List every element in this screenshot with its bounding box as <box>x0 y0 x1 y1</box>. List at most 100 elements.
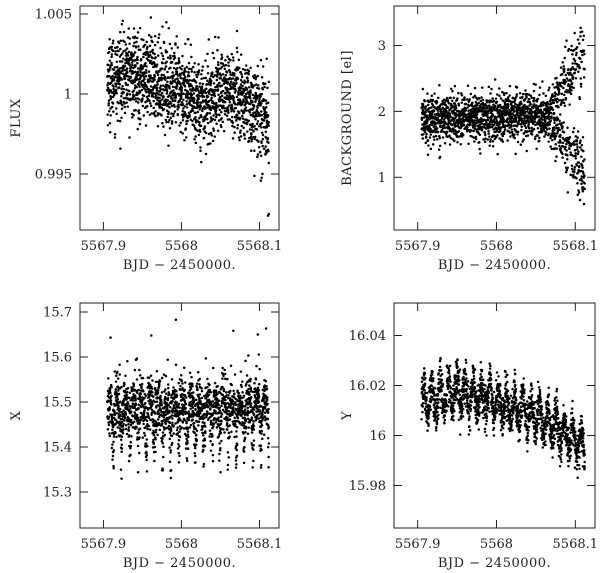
data-point <box>243 68 247 72</box>
data-point <box>154 380 158 383</box>
data-point <box>572 140 576 143</box>
data-point <box>129 410 133 414</box>
data-point <box>219 422 223 425</box>
data-point <box>498 123 501 126</box>
data-point <box>234 116 237 119</box>
data-point <box>562 121 565 124</box>
data-points <box>106 318 271 480</box>
data-point <box>113 410 116 413</box>
data-point <box>184 402 188 406</box>
data-point <box>251 122 254 126</box>
data-point <box>145 71 148 74</box>
data-point <box>213 381 217 385</box>
data-point <box>187 71 190 74</box>
data-point <box>162 95 165 99</box>
data-point <box>145 470 149 473</box>
data-point <box>192 399 196 403</box>
data-point <box>203 439 207 442</box>
data-point <box>166 80 169 84</box>
data-point <box>181 132 184 135</box>
data-point <box>165 92 169 95</box>
data-point <box>202 465 205 468</box>
data-point <box>231 77 235 80</box>
data-point <box>219 104 222 107</box>
data-point <box>582 76 586 79</box>
data-point <box>257 84 260 87</box>
data-point <box>427 144 430 147</box>
data-point <box>230 105 234 108</box>
data-point <box>141 376 145 380</box>
data-point <box>136 31 140 34</box>
data-point <box>487 85 491 89</box>
data-point <box>201 434 205 437</box>
data-point <box>203 444 207 448</box>
data-point <box>559 146 562 150</box>
data-point <box>580 164 584 167</box>
data-point <box>543 135 546 138</box>
data-point <box>178 406 181 409</box>
data-point <box>243 133 246 137</box>
data-point <box>538 93 541 97</box>
data-point <box>244 106 248 109</box>
data-point <box>161 442 164 445</box>
data-point <box>233 72 236 75</box>
data-point <box>135 85 138 89</box>
data-point <box>241 114 244 118</box>
data-point <box>225 421 229 425</box>
data-point <box>446 130 449 134</box>
data-point <box>109 399 113 402</box>
data-point <box>583 182 586 185</box>
data-point <box>179 373 183 377</box>
data-point <box>185 106 189 109</box>
data-point <box>108 50 111 54</box>
data-point <box>160 52 163 55</box>
data-point <box>167 403 170 407</box>
data-point <box>125 88 128 91</box>
data-point <box>575 164 579 167</box>
data-point <box>117 49 120 53</box>
data-point <box>171 399 174 403</box>
data-point <box>239 53 243 56</box>
data-point <box>208 388 212 392</box>
data-point <box>163 433 167 437</box>
data-point <box>175 62 178 65</box>
data-point <box>110 403 113 406</box>
data-point <box>143 64 146 68</box>
data-point <box>196 129 199 133</box>
data-point <box>167 144 170 147</box>
data-point <box>164 65 168 68</box>
data-point <box>124 413 128 416</box>
data-point <box>530 96 534 99</box>
data-point <box>267 212 271 216</box>
data-point <box>478 147 481 151</box>
data-point <box>176 432 179 435</box>
data-point <box>569 79 573 83</box>
data-point <box>265 111 268 114</box>
data-point <box>209 449 213 452</box>
data-point <box>426 120 429 123</box>
data-point <box>162 57 165 61</box>
data-point <box>150 334 153 337</box>
data-point <box>169 476 173 480</box>
data-point <box>217 119 221 122</box>
data-point <box>112 110 115 113</box>
data-point <box>112 85 115 88</box>
data-point <box>197 133 201 137</box>
data-point <box>243 137 247 140</box>
data-point <box>125 69 128 72</box>
data-point <box>177 461 181 464</box>
data-point <box>162 125 165 128</box>
data-point <box>221 120 225 124</box>
data-point <box>425 132 428 136</box>
data-point <box>237 111 241 115</box>
data-point <box>112 68 116 72</box>
data-point <box>184 127 188 130</box>
data-point <box>203 421 206 425</box>
data-point <box>163 133 167 137</box>
data-point <box>226 468 229 471</box>
data-point <box>209 81 213 85</box>
data-point <box>132 382 136 386</box>
data-point <box>203 118 207 121</box>
data-point <box>473 86 477 90</box>
data-point <box>116 426 119 429</box>
